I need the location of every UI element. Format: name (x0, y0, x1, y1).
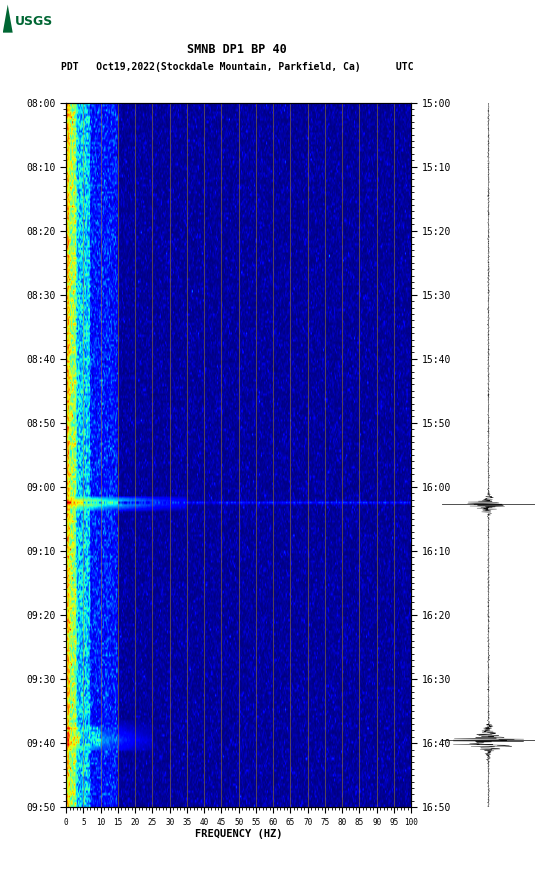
X-axis label: FREQUENCY (HZ): FREQUENCY (HZ) (195, 830, 283, 839)
Text: USGS: USGS (15, 15, 53, 28)
Text: SMNB DP1 BP 40: SMNB DP1 BP 40 (188, 43, 287, 55)
Polygon shape (3, 4, 13, 33)
Text: PDT   Oct19,2022(Stockdale Mountain, Parkfield, Ca)      UTC: PDT Oct19,2022(Stockdale Mountain, Parkf… (61, 62, 413, 72)
